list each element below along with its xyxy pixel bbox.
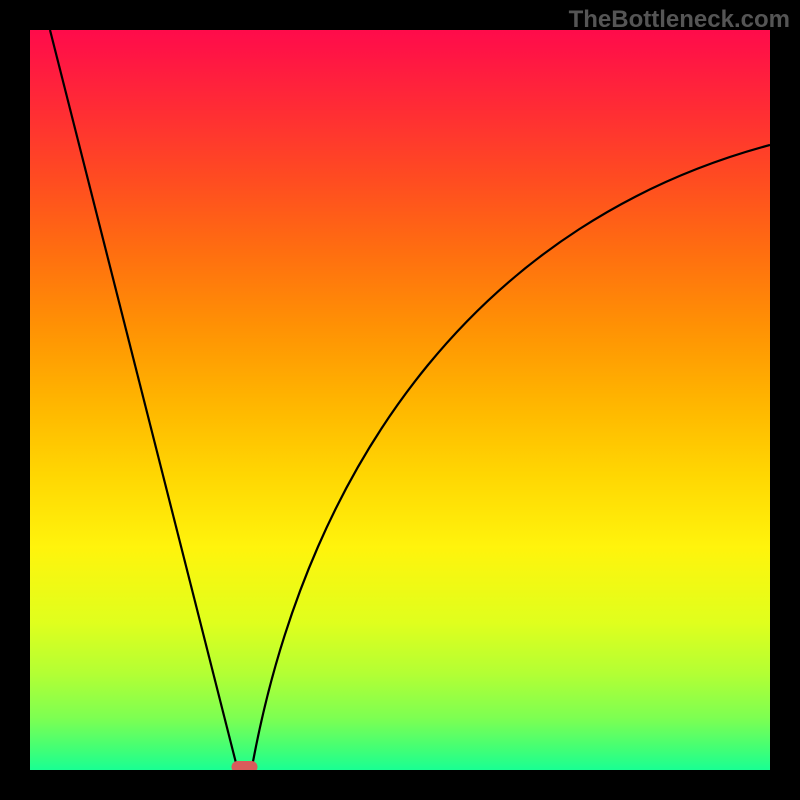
chart-container: TheBottleneck.com — [0, 0, 800, 800]
plot-area — [30, 30, 770, 770]
minimum-marker — [232, 761, 258, 770]
plot-svg — [30, 30, 770, 770]
